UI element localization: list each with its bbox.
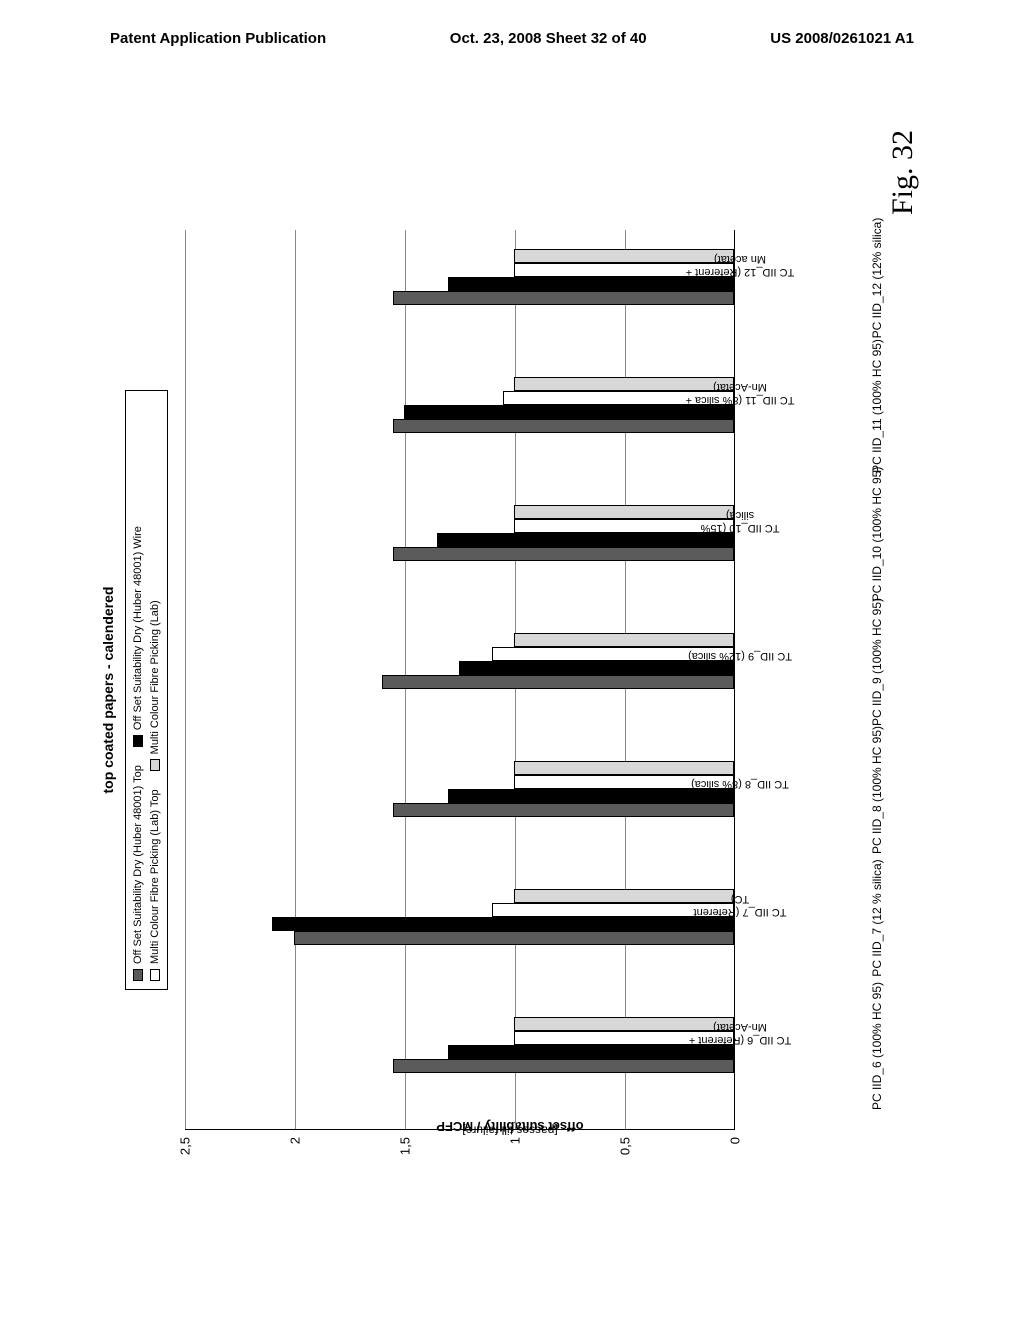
y-tick-label: 1,5 [398,1137,413,1169]
gridline [295,230,296,1129]
legend-item: Off Set Suitability Dry (Huber 48001) To… [130,765,147,981]
x-tick-label: TC IID_7 (Referent TC) [685,892,795,918]
x-axis-label: PC IID_8 (100% HC 95) [870,720,884,860]
bar [514,761,734,775]
x-tick-label: TC IID_12 (Referent + Mn acetat) [685,252,795,278]
gridline [185,230,186,1129]
y-tick-label: 2 [288,1137,303,1169]
legend: Off Set Suitability Dry (Huber 48001) To… [125,390,168,990]
x-tick-label: TC IID_10 (15% silica) [685,508,795,534]
bar [393,547,734,561]
plot-area: 00,511,522,5 [185,230,735,1130]
rotated-figure: top coated papers - calendered Off Set S… [100,160,920,1220]
y-tick-label: 1 [508,1137,523,1169]
legend-swatch [150,759,160,771]
header-center: Oct. 23, 2008 Sheet 32 of 40 [450,30,647,47]
y-tick-label: 0 [728,1137,743,1169]
legend-item: Multi Colour Fibre Picking (Lab) Top [147,789,164,981]
bar [404,405,734,419]
legend-swatch [133,969,143,981]
figure-caption: Fig. 32 [886,130,920,215]
x-axis-label: PC IID_10 (100% HC 95) [870,464,884,604]
legend-label: Off Set Suitability Dry (Huber 48001) To… [130,765,147,964]
bar [448,789,734,803]
header-left: Patent Application Publication [110,30,326,47]
x-axis-label: PC IID_11 (100% HC 95) [870,336,884,476]
bar [393,291,734,305]
bar [437,533,734,547]
x-axis-label: PC IID_6 (100% HC 95) [870,976,884,1116]
bar [393,419,734,433]
legend-label: Multi Colour Fibre Picking (Lab) [147,600,164,754]
bar [393,803,734,817]
bar [448,277,734,291]
x-tick-label: TC IID_6 (Referent + Mn-Acetat) [685,1020,795,1046]
bar [382,675,734,689]
y-tick-label: 2,5 [178,1137,193,1169]
x-axis-label: PC IID_7 (12 % silica) [870,848,884,988]
x-tick-label: TC IID_11 (8% silica + Mn-Acetat) [685,380,795,406]
header-right: US 2008/0261021 A1 [770,30,914,47]
x-tick-label: TC IID_9 (12% silica) [685,649,795,662]
bar [272,917,734,931]
bar [294,931,734,945]
x-tick-label: TC IID_8 (8% silica) [685,777,795,790]
bar [448,1045,734,1059]
page-header: Patent Application Publication Oct. 23, … [0,0,1024,57]
figure-area: top coated papers - calendered Off Set S… [100,160,920,1220]
bar [393,1059,734,1073]
legend-label: Multi Colour Fibre Picking (Lab) Top [147,789,164,964]
legend-swatch [133,735,143,747]
x-axis-label: PC IID_9 (100% HC 95) [870,592,884,732]
x-axis-label: PC IID_12 (12% silica) [870,208,884,348]
legend-label: Off Set Suitability Dry (Huber 48001) Wi… [130,526,147,730]
legend-swatch [150,969,160,981]
y-tick-label: 0,5 [618,1137,633,1169]
bar [459,661,734,675]
bar [514,633,734,647]
legend-item: Off Set Suitability Dry (Huber 48001) Wi… [130,526,147,747]
chart-title: top coated papers - calendered [100,587,116,794]
legend-item: Multi Colour Fibre Picking (Lab) [147,600,164,771]
